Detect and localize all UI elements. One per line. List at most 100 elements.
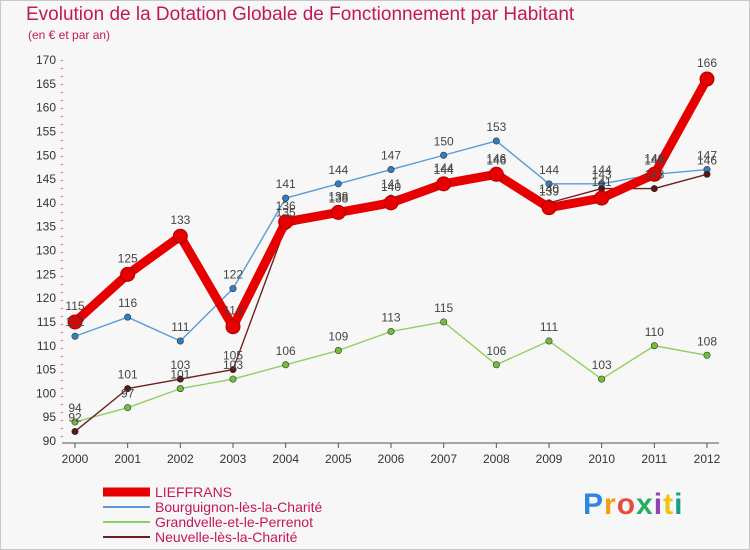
x-tick-label: 2005	[325, 452, 352, 466]
data-label: 143	[644, 168, 664, 182]
data-label: 138	[328, 191, 348, 205]
data-point	[176, 337, 184, 345]
data-label: 146	[697, 153, 717, 167]
data-point	[492, 137, 500, 145]
data-point	[699, 71, 715, 87]
data-label: 111	[540, 320, 559, 334]
legend-label: LIEFFRANS	[155, 484, 232, 500]
data-label: 105	[223, 349, 243, 363]
data-label: 144	[328, 163, 348, 177]
chart-title: Evolution de la Dotation Globale de Fonc…	[26, 4, 575, 25]
data-label: 153	[486, 120, 506, 134]
data-point	[440, 318, 448, 326]
logo-letter: o	[616, 488, 637, 521]
y-tick-label: 95	[43, 410, 57, 424]
data-label: 141	[381, 177, 401, 191]
x-tick-label: 2010	[588, 452, 615, 466]
x-tick-label: 2011	[641, 452, 667, 466]
legend-label: Neuvelle-lès-la-Charité	[155, 529, 298, 545]
data-label: 112	[65, 315, 84, 329]
x-tick-label: 2008	[483, 452, 510, 466]
data-label: 110	[645, 325, 664, 339]
data-label: 144	[539, 163, 559, 177]
data-point	[172, 228, 188, 244]
data-label: 144	[592, 163, 612, 177]
data-label: 147	[381, 149, 401, 163]
data-point	[330, 204, 346, 220]
logo-letter: i	[653, 488, 664, 521]
y-tick-label: 160	[36, 101, 56, 115]
y-tick-label: 90	[43, 434, 57, 448]
data-label: 146	[644, 153, 664, 167]
chart-subtitle: (en € et par an)	[28, 28, 111, 42]
y-tick-label: 110	[37, 339, 56, 353]
data-point	[703, 170, 711, 178]
data-label: 150	[434, 134, 454, 148]
data-point	[545, 337, 553, 345]
chart-axes: 90 95 100 105 110 115 120 125 130 135 140 145 150 155…	[36, 53, 721, 466]
data-point	[229, 366, 237, 374]
x-tick-label: 2000	[62, 452, 89, 466]
x-tick-label: 2004	[272, 452, 299, 466]
data-point	[124, 313, 132, 321]
data-point	[71, 427, 79, 435]
chart-series	[67, 71, 715, 435]
legend-label: Bourguignon-lès-la-Charité	[155, 499, 323, 515]
data-point	[387, 327, 395, 335]
y-tick-label: 100	[36, 386, 56, 400]
data-point	[278, 214, 294, 230]
data-point	[492, 361, 500, 369]
x-tick-label: 2006	[378, 452, 405, 466]
data-label: 111	[171, 320, 190, 334]
data-label: 144	[434, 161, 454, 175]
data-label: 139	[539, 185, 559, 199]
y-tick-label: 150	[36, 148, 56, 162]
y-tick-label: 135	[36, 220, 56, 234]
data-point	[545, 180, 553, 188]
data-label: 106	[276, 344, 296, 358]
data-label: 147	[697, 149, 717, 163]
data-label: 92	[68, 410, 82, 424]
data-label: 136	[276, 199, 296, 213]
legend-label: Grandvelle-et-le-Perrenot	[155, 514, 313, 530]
data-point	[229, 285, 237, 293]
data-point	[594, 190, 610, 206]
data-label: 114	[223, 304, 242, 318]
y-tick-label: 140	[36, 196, 56, 210]
logo-letter: t	[663, 488, 675, 521]
data-label: 101	[118, 368, 138, 382]
data-label: 97	[121, 387, 135, 401]
y-tick-label: 155	[36, 124, 56, 138]
data-label: 144	[434, 163, 454, 177]
data-point	[176, 385, 184, 393]
data-label: 122	[223, 268, 243, 282]
data-label: 146	[486, 151, 506, 165]
data-point	[703, 351, 711, 359]
proxiti-logo: Proxiti	[583, 488, 683, 522]
data-point	[124, 404, 132, 412]
data-point	[176, 375, 184, 383]
data-point	[541, 200, 557, 216]
data-label: 138	[328, 189, 348, 203]
data-label: 125	[118, 251, 138, 265]
y-tick-label: 105	[36, 363, 56, 377]
data-label: 141	[276, 177, 296, 191]
data-label: 103	[170, 358, 190, 372]
data-point	[440, 151, 448, 159]
data-point	[71, 418, 79, 426]
data-point	[387, 166, 395, 174]
data-point	[225, 319, 241, 335]
data-point	[71, 332, 79, 340]
y-tick-label: 145	[36, 172, 56, 186]
y-tick-label: 120	[36, 291, 56, 305]
data-point	[67, 314, 83, 330]
x-tick-label: 2002	[167, 452, 194, 466]
data-label: 143	[592, 168, 612, 182]
data-label: 103	[223, 358, 243, 372]
data-label: 135	[276, 206, 296, 220]
data-label: 101	[170, 368, 190, 382]
data-label: 94	[68, 401, 82, 415]
data-point	[383, 195, 399, 211]
data-point	[334, 180, 342, 188]
